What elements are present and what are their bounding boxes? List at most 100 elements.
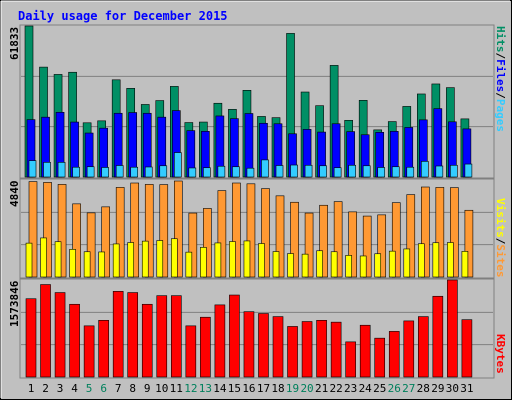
- kbytes-bar: [200, 316, 211, 378]
- sites-bar: [319, 204, 328, 278]
- visits-bar: [287, 253, 294, 278]
- sites-bar: [377, 214, 387, 278]
- visits-bar: [447, 242, 454, 278]
- legend-pages: Pages: [494, 99, 507, 132]
- visits-bar: [98, 251, 105, 278]
- visits-bar: [214, 242, 222, 278]
- sites-bar: [246, 183, 256, 278]
- sites-bar: [159, 184, 169, 278]
- visits-bar: [156, 240, 164, 278]
- kbytes-bar: [374, 337, 386, 378]
- x-tick-label: 23: [344, 382, 357, 395]
- x-tick-label: 6: [100, 382, 107, 395]
- visits-bar: [243, 240, 251, 278]
- sites-bar: [115, 187, 125, 278]
- kbytes-bar: [388, 331, 400, 378]
- sites-bar: [72, 203, 81, 278]
- kbytes-bar: [316, 319, 327, 378]
- kbytes-bar: [447, 279, 458, 378]
- x-tick-label: 22: [330, 382, 343, 395]
- pages-bar: [101, 167, 109, 178]
- kbytes-bar: [272, 316, 284, 378]
- legend-visits: Visits: [494, 198, 507, 238]
- pages-bar: [57, 162, 66, 178]
- visits-bar: [388, 250, 396, 278]
- kbytes-bar: [345, 341, 356, 378]
- kbytes-bar: [69, 303, 80, 378]
- visits-bar: [432, 242, 440, 278]
- x-axis-labels: 1 2 3 4 5 6 7 8 9 10 11 12 13 14 15 16 17 18 19 20 21 22 23 24 2…: [28, 382, 474, 395]
- visits-bar: [185, 251, 193, 278]
- kbytes-bar: [229, 294, 240, 378]
- pages-bar: [406, 166, 415, 178]
- x-tick-label: 15: [228, 382, 241, 395]
- kbytes-bar: [461, 319, 473, 378]
- sites-bar: [464, 209, 474, 278]
- pages-bar: [86, 166, 95, 178]
- pages-bar: [391, 166, 400, 178]
- pages-bar: [304, 164, 313, 178]
- kbytes-bar: [25, 298, 37, 378]
- x-tick-label: 24: [359, 382, 373, 395]
- visits-bar: [69, 249, 76, 278]
- kbytes-bar: [418, 316, 429, 378]
- sites-bar: [130, 182, 140, 278]
- kbytes-bar: [185, 325, 197, 378]
- visits-bar: [25, 242, 33, 278]
- x-tick-label: 12: [184, 382, 197, 395]
- pages-bar: [130, 166, 139, 178]
- kbytes-bar: [98, 319, 109, 378]
- pages-bar: [188, 167, 197, 178]
- kbytes-bar: [214, 304, 226, 378]
- pages-bar: [348, 164, 356, 178]
- sites-bar: [261, 188, 270, 278]
- sites-bar: [101, 206, 110, 278]
- sites-bar: [435, 187, 445, 278]
- kbytes-bar: [432, 295, 444, 378]
- kbytes-bar: [301, 321, 313, 378]
- files-bar: [244, 113, 254, 178]
- kbytes-bar: [258, 313, 269, 378]
- visits-max-label: 4840: [8, 181, 21, 208]
- pages-bar: [43, 162, 51, 178]
- sites-bar: [333, 201, 343, 278]
- legend-sep: /: [494, 92, 507, 99]
- visits-bar: [374, 253, 382, 278]
- visits-bar: [112, 243, 120, 278]
- legend-visits-panel: Visits/Sites: [494, 198, 507, 278]
- legend-hits: Hits: [494, 26, 507, 53]
- pages-bar: [217, 165, 226, 178]
- pages-bar: [174, 152, 182, 178]
- kbytes-bar: [141, 303, 153, 378]
- visits-bar: [127, 242, 135, 278]
- kbytes-max-label: 1573846: [8, 280, 21, 327]
- x-tick-label: 16: [242, 382, 255, 395]
- x-tick-label: 31: [460, 382, 473, 395]
- pages-bar: [464, 163, 473, 178]
- sites-bar: [304, 212, 314, 278]
- kbytes-bar: [403, 320, 415, 378]
- kbytes-bar: [40, 284, 51, 378]
- x-tick-label: 26: [388, 382, 401, 395]
- legend-kbytes-panel: KBytes: [494, 334, 507, 374]
- sites-bar: [57, 184, 67, 278]
- pages-bar: [159, 165, 168, 178]
- pages-bar: [450, 164, 458, 178]
- visits-bar: [301, 253, 309, 278]
- sites-bar: [43, 182, 52, 278]
- kbytes-bar: [156, 295, 168, 378]
- pages-bar: [144, 166, 153, 178]
- visits-bar: [54, 241, 62, 278]
- pages-bar: [362, 165, 371, 178]
- x-tick-label: 1: [28, 382, 35, 395]
- sites-bar: [348, 211, 357, 278]
- x-tick-label: 10: [155, 382, 168, 395]
- visits-bar: [258, 243, 265, 278]
- visits-bar: [229, 241, 236, 278]
- pages-bar: [421, 161, 429, 178]
- visits-bar: [40, 237, 47, 278]
- pages-bar: [275, 165, 284, 178]
- visits-bar: [171, 238, 178, 278]
- visits-bar: [418, 243, 425, 278]
- sites-bar: [450, 187, 459, 278]
